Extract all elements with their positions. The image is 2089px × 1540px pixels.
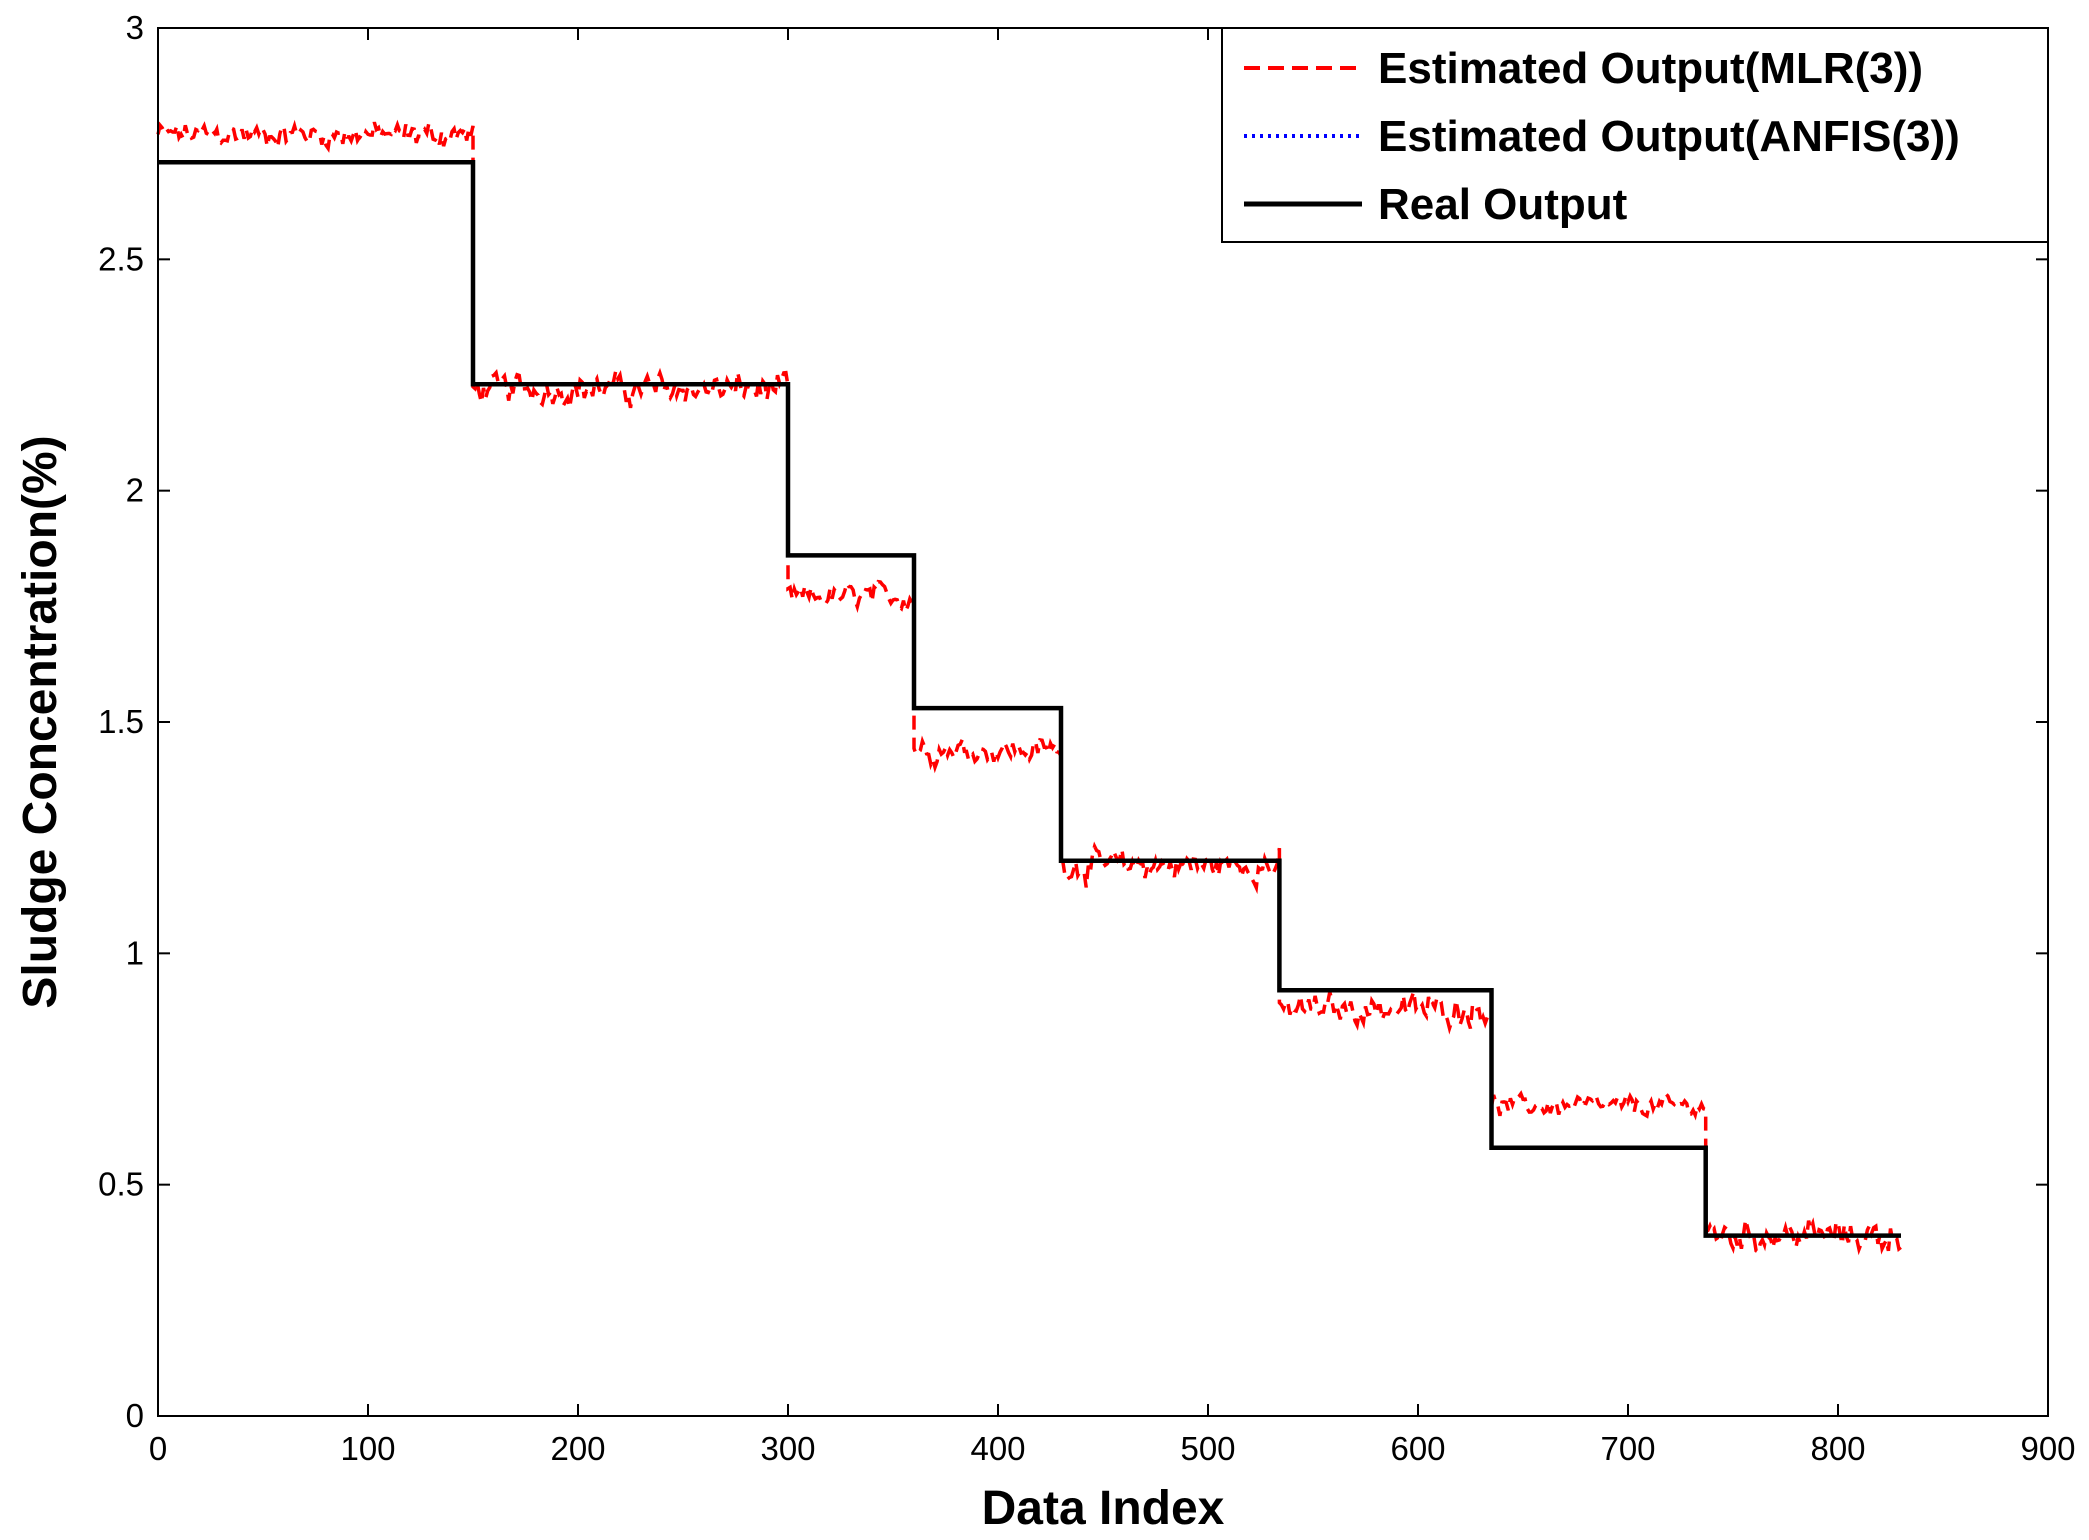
legend-label-real: Real Output [1378, 180, 1628, 229]
x-tick-label: 0 [149, 1430, 167, 1467]
y-tick-label: 0 [126, 1397, 144, 1434]
legend-label-mlr: Estimated Output(MLR(3)) [1378, 44, 1923, 93]
series-line-real [158, 159, 1901, 1238]
x-tick-label: 700 [1600, 1430, 1655, 1467]
y-axis-title: Sludge Concentration(%) [14, 435, 67, 1008]
x-tick-label: 200 [550, 1430, 605, 1467]
x-tick-label: 500 [1180, 1430, 1235, 1467]
x-tick-label: 300 [760, 1430, 815, 1467]
x-tick-label: 100 [340, 1430, 395, 1467]
legend: Estimated Output(MLR(3)) Estimated Outpu… [1221, 27, 2049, 243]
y-tick-label: 1 [126, 934, 144, 971]
x-tick-label: 600 [1390, 1430, 1445, 1467]
x-tick-label: 400 [970, 1430, 1025, 1467]
series-layer [156, 116, 1903, 1256]
series-line-mlr [156, 116, 1903, 1256]
x-tick-label: 800 [1810, 1430, 1865, 1467]
y-tick-label: 1.5 [98, 703, 144, 740]
legend-label-anfis: Estimated Output(ANFIS(3)) [1378, 112, 1960, 161]
y-tick-label: 3 [126, 9, 144, 46]
x-axis-title: Data Index [982, 1482, 1225, 1535]
axis-ticks: 0 100 200 300 400 500 600 700 800 900 0 0.5 1 1.5 2 2.5… [98, 9, 2075, 1467]
x-tick-label: 900 [2020, 1430, 2075, 1467]
y-tick-label: 0.5 [98, 1166, 144, 1203]
y-tick-label: 2.5 [98, 240, 144, 277]
y-tick-label: 2 [126, 472, 144, 509]
